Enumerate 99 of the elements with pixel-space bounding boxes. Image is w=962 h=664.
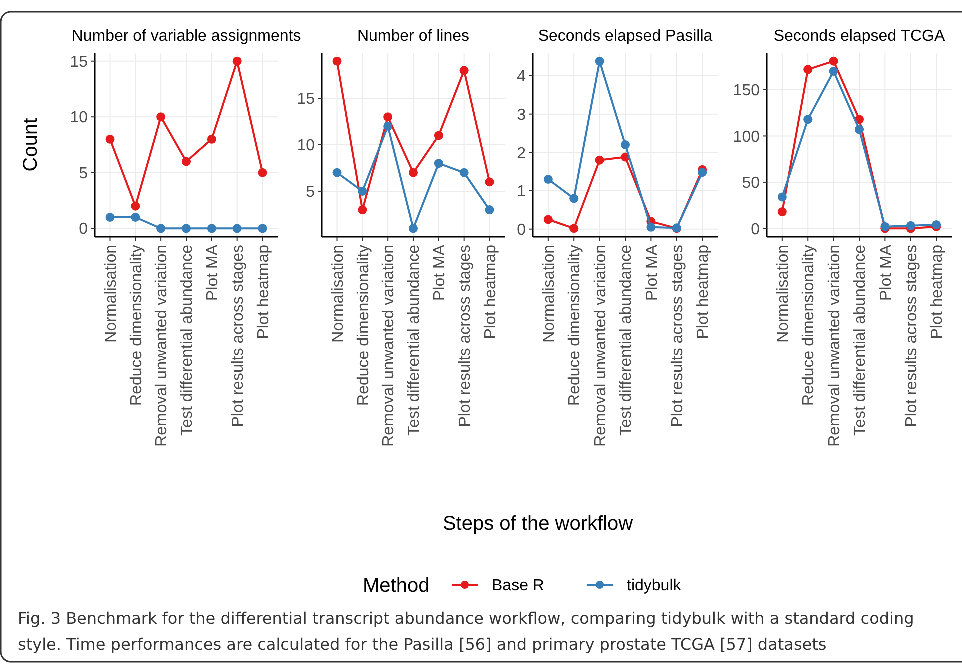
point: [409, 224, 418, 234]
point: [232, 56, 242, 66]
point: [804, 65, 813, 74]
x-tick-label: Plot results across stages: [903, 245, 920, 428]
legend-label: tidybulk: [627, 578, 682, 595]
point: [332, 168, 342, 178]
x-tick-label: Removal unwanted variation: [592, 245, 610, 447]
caption: Fig. 3 Benchmark for the differential transcript abundance workflow, comparing tidybulk with a standard coding style. Time performances are calculated for the Pasilla [56] and primary prostate TCGA [57] datasets: [18, 609, 914, 654]
x-tick-label: Normalisation: [541, 245, 558, 343]
point: [332, 56, 342, 66]
point: [460, 168, 469, 178]
point: [460, 66, 469, 76]
y-tick-label: 15: [297, 91, 316, 108]
point: [434, 159, 444, 168]
y-tick-label: 15: [70, 54, 88, 71]
x-tick-label: Removal unwanted variation: [154, 245, 171, 447]
y-tick-label: 5: [306, 184, 316, 202]
point: [646, 222, 656, 232]
point: [434, 131, 444, 140]
point: [182, 224, 191, 234]
y-tick-label: 3: [517, 106, 526, 124]
point: [544, 215, 553, 224]
y-tick-label: 5: [79, 165, 88, 182]
x-tick-label: Reduce dimensionality: [566, 245, 584, 406]
y-tick-label: 0: [517, 222, 526, 239]
y-tick-label: 0: [751, 221, 760, 238]
x-tick-label: Plot results across stages: [669, 245, 686, 428]
y-tick-label: 10: [70, 110, 88, 127]
y-tick-label: 2: [517, 145, 526, 162]
y-axis-title: Count: [20, 118, 42, 172]
point: [829, 66, 838, 76]
point: [621, 140, 630, 150]
point: [698, 168, 708, 178]
x-tick-label: Test differential abundance: [852, 244, 870, 436]
x-tick-label: Plot MA: [432, 244, 449, 302]
point: [906, 221, 916, 230]
chart-title: Number of variable assignments: [72, 28, 302, 45]
point: [778, 192, 787, 202]
x-tick-label: Plot results across stages: [456, 245, 474, 428]
x-tick-label: Test differential abundance: [406, 244, 424, 436]
y-tick-label: 1: [517, 184, 526, 201]
point: [485, 178, 494, 187]
x-tick-label: Plot heatmap: [255, 244, 272, 340]
x-tick-label: Plot MA: [204, 244, 222, 302]
point: [258, 224, 268, 234]
point: [595, 156, 604, 165]
x-tick-label: Plot MA: [878, 244, 895, 302]
point: [778, 208, 787, 217]
legend-label: Base R: [492, 578, 544, 595]
x-tick-label: Removal unwanted variation: [826, 245, 844, 447]
point: [106, 212, 115, 222]
point: [829, 56, 838, 66]
point: [595, 56, 604, 66]
y-tick-label: 150: [733, 82, 760, 100]
x-tick-label: Removal unwanted variation: [380, 245, 398, 447]
point: [485, 206, 494, 215]
x-tick-label: Plot MA: [644, 244, 661, 302]
point: [207, 224, 216, 234]
x-tick-label: Reduce dimensionality: [355, 245, 372, 406]
x-tick-label: Reduce dimensionality: [800, 245, 818, 406]
point: [544, 175, 553, 184]
y-tick-label: 10: [297, 138, 316, 155]
x-tick-label: Plot heatmap: [695, 244, 712, 340]
y-tick-label: 4: [517, 68, 526, 86]
x-axis-title: Steps of the workflow: [442, 513, 634, 535]
x-tick-label: Plot heatmap: [482, 244, 500, 340]
point: [207, 134, 216, 144]
point: [570, 224, 579, 234]
legend-title: Method: [363, 575, 430, 597]
point: [156, 224, 166, 234]
point: [106, 134, 115, 144]
chart-title: Seconds elapsed TCGA: [774, 28, 946, 45]
x-tick-label: Normalisation: [775, 245, 792, 343]
point: [570, 194, 579, 204]
point: [384, 112, 393, 122]
x-tick-label: Test differential abundance: [179, 244, 196, 436]
point: [131, 212, 140, 222]
x-tick-label: Plot results across stages: [230, 245, 247, 428]
point: [232, 224, 242, 234]
y-tick-label: 50: [742, 175, 760, 192]
x-tick-label: Normalisation: [330, 245, 347, 343]
point: [182, 157, 191, 166]
x-tick-label: Reduce dimensionality: [128, 245, 146, 406]
point: [131, 202, 140, 211]
point: [804, 115, 813, 124]
y-tick-label: 0: [79, 221, 88, 238]
chart-title: Seconds elapsed Pasilla: [538, 28, 713, 45]
point: [156, 112, 166, 122]
point: [358, 186, 368, 196]
x-tick-label: Test differential abundance: [618, 244, 636, 436]
point: [855, 125, 864, 134]
x-tick-label: Normalisation: [102, 245, 120, 343]
point: [384, 122, 393, 131]
x-tick-label: Plot heatmap: [929, 244, 946, 340]
y-tick-label: 100: [733, 128, 760, 146]
chart-title: Number of lines: [357, 28, 470, 45]
point: [358, 206, 368, 215]
point: [409, 168, 418, 178]
point: [258, 168, 268, 178]
